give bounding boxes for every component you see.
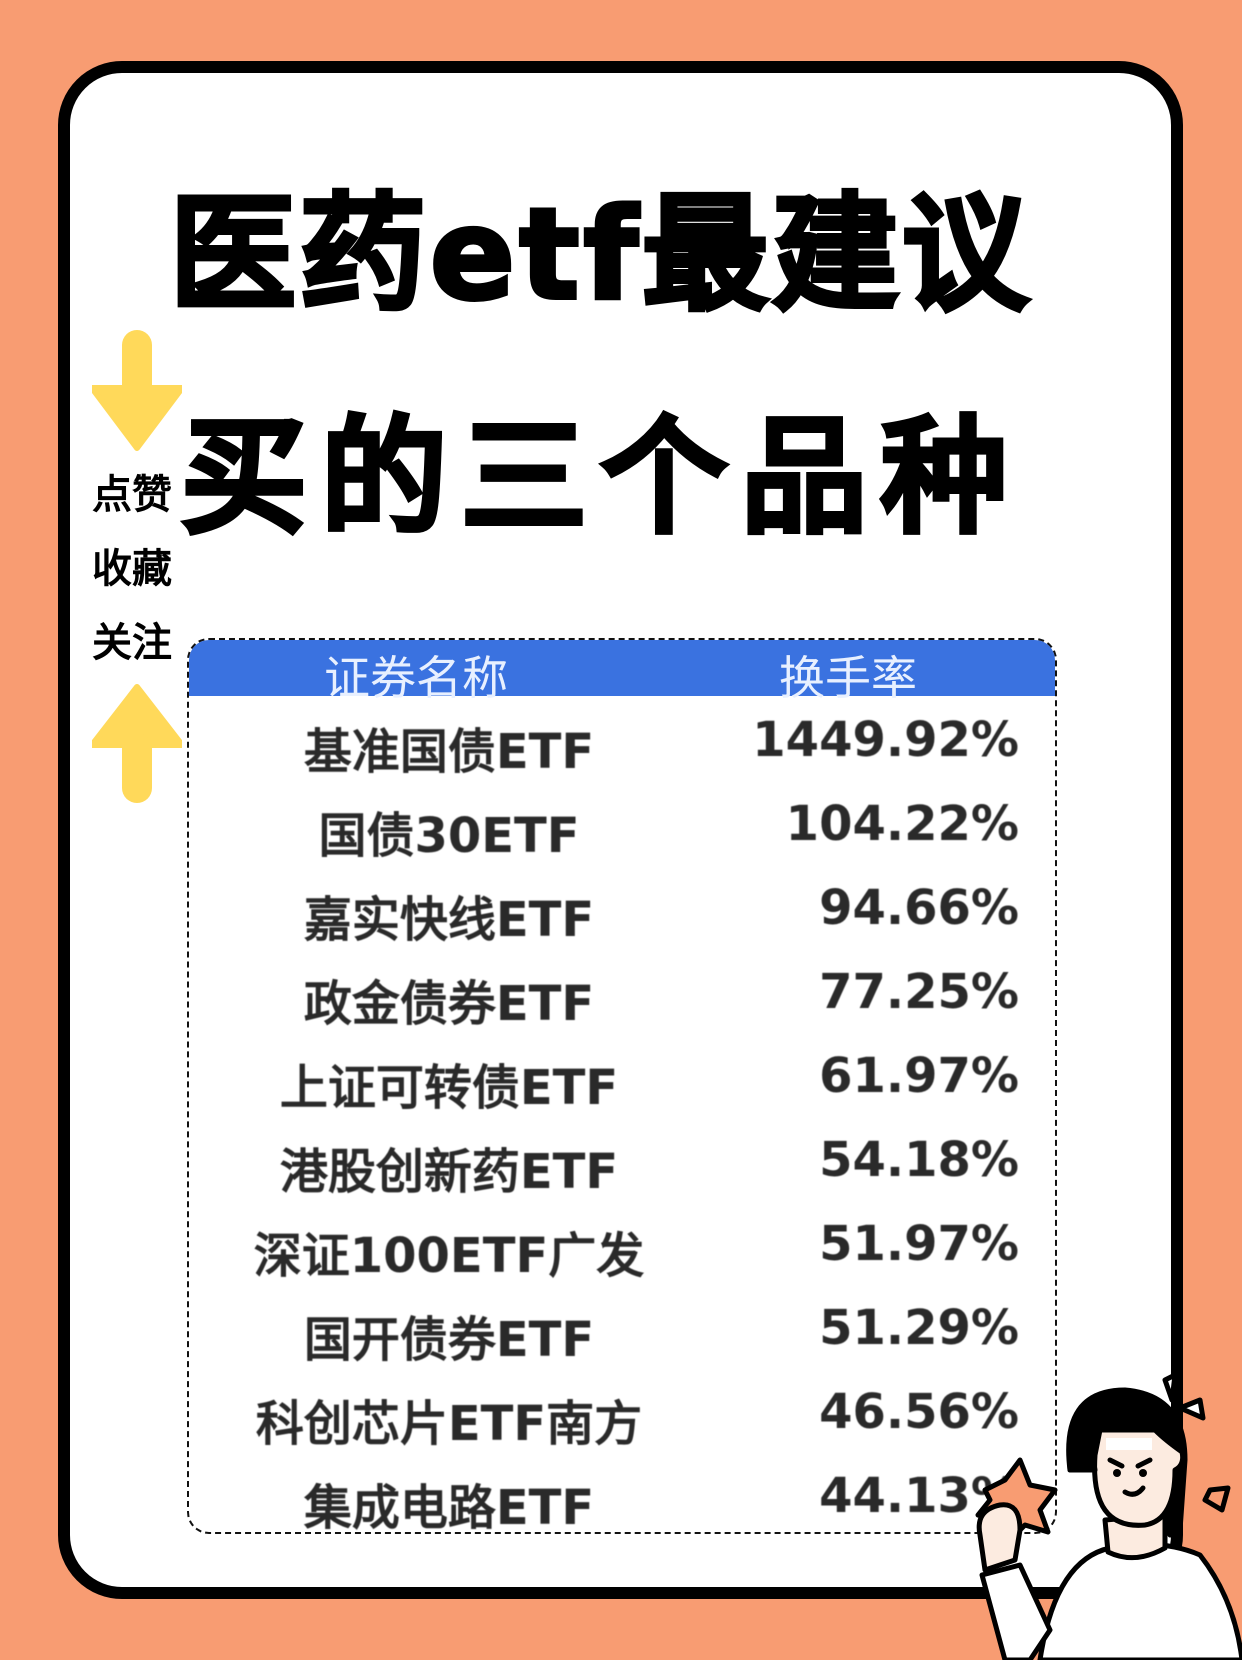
turnover-table: 证券名称 换手率 基准国债ETF 1449.92% 国债30ETF 104.22% 嘉实…: [187, 638, 1057, 1534]
turnover-rate: 104.22%: [785, 796, 1019, 852]
turnover-rate: 51.97%: [819, 1216, 1019, 1272]
title-line-1: 医药etf最建议: [168, 181, 1033, 328]
security-name: 国开债券ETF: [303, 1312, 595, 1368]
security-name: 政金债券ETF: [303, 976, 595, 1032]
arrow-up-icon: [92, 684, 182, 803]
turnover-rate: 1449.92%: [752, 712, 1019, 768]
table-row: 基准国债ETF 1449.92%: [189, 698, 1055, 782]
turnover-rate: 46.56%: [819, 1384, 1019, 1440]
like-label: 点赞: [92, 472, 172, 518]
security-name: 科创芯片ETF南方: [255, 1396, 643, 1452]
turnover-rate: 61.97%: [819, 1048, 1019, 1104]
security-name: 集成电路ETF: [303, 1480, 595, 1534]
table-row: 嘉实快线ETF 94.66%: [189, 866, 1055, 950]
turnover-rate: 51.29%: [819, 1300, 1019, 1356]
table-header: 证券名称 换手率: [189, 640, 1055, 705]
cartoon-character-illustration: [975, 1372, 1242, 1660]
security-name: 港股创新药ETF: [279, 1144, 619, 1200]
table-row: 政金债券ETF 77.25%: [189, 950, 1055, 1034]
header-turnover-rate: 换手率: [779, 651, 917, 705]
table-row: 国开债券ETF 51.29%: [189, 1286, 1055, 1370]
table-row: 深证100ETF广发 51.97%: [189, 1202, 1055, 1286]
header-security-name: 证券名称: [324, 651, 508, 705]
favorite-label: 收藏: [92, 546, 172, 592]
security-name: 国债30ETF: [318, 808, 580, 864]
table-row: 科创芯片ETF南方 46.56%: [189, 1370, 1055, 1454]
security-name: 基准国债ETF: [303, 724, 595, 780]
arrow-down-icon: [92, 330, 182, 451]
security-name: 嘉实快线ETF: [303, 892, 595, 948]
security-name: 深证100ETF广发: [253, 1228, 645, 1284]
turnover-rate: 77.25%: [819, 964, 1019, 1020]
table-row: 港股创新药ETF 54.18%: [189, 1118, 1055, 1202]
table-row: 上证可转债ETF 61.97%: [189, 1034, 1055, 1118]
follow-label: 关注: [92, 620, 172, 666]
table-row: 集成电路ETF 44.13%: [189, 1454, 1055, 1534]
table-row: 国债30ETF 104.22%: [189, 782, 1055, 866]
title-line-2: 买的三个品种: [179, 404, 1021, 551]
turnover-rate: 54.18%: [819, 1132, 1019, 1188]
turnover-rate: 94.66%: [819, 880, 1019, 936]
security-name: 上证可转债ETF: [279, 1060, 619, 1116]
